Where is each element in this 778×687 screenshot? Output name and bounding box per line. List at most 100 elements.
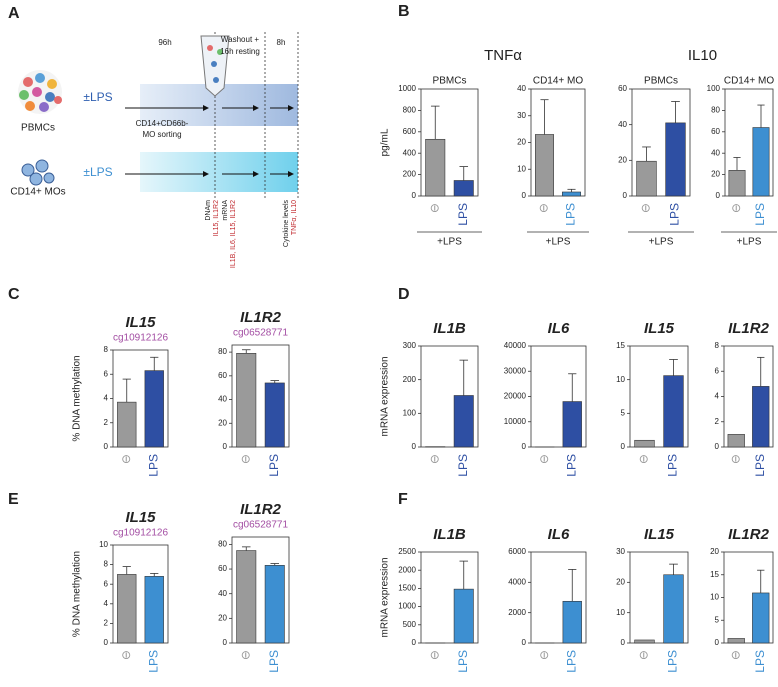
y-tick-label: 4000 bbox=[508, 577, 526, 586]
y-tick-label: 10000 bbox=[504, 417, 527, 426]
x-tick-label: ⊖ bbox=[238, 650, 252, 660]
cell bbox=[213, 77, 219, 83]
chart-title: IL15 bbox=[125, 509, 156, 526]
bar bbox=[562, 600, 582, 644]
y-tick-label: 500 bbox=[403, 620, 417, 629]
chart-title: IL15 bbox=[644, 320, 675, 337]
y-tick-label: 200 bbox=[403, 375, 417, 384]
y-tick-label: 10 bbox=[616, 375, 625, 384]
x-tick-label: LPS bbox=[267, 454, 281, 477]
diagram: 96h Washout + 16h resting 8h ±LPS PBMCs … bbox=[10, 32, 299, 268]
y-tick-label: 80 bbox=[218, 347, 227, 356]
y-tick-label: 100 bbox=[707, 84, 721, 93]
y-axis-label: % DNA methylation bbox=[72, 551, 83, 637]
x-tick-label: LPS bbox=[753, 650, 767, 673]
y-tick-label: 0 bbox=[716, 191, 721, 200]
chart-title: IL15 bbox=[644, 526, 675, 543]
y-tick-label: 60 bbox=[711, 127, 720, 136]
y-tick-label: 20 bbox=[710, 547, 719, 556]
bar bbox=[728, 170, 746, 197]
chart: 0 20 40 60 80 ⊖ LPS IL1R2 cg06528771 bbox=[218, 501, 290, 673]
y-tick-label: 10 bbox=[710, 593, 719, 602]
cell-label: PBMCs bbox=[21, 123, 55, 134]
y-tick-label: 2 bbox=[104, 418, 109, 427]
bar bbox=[665, 122, 686, 197]
y-axis-label: mRNA expression bbox=[380, 356, 391, 436]
chart-title: CD14+ MO bbox=[533, 76, 584, 87]
chart-title: IL1B bbox=[433, 320, 466, 337]
y-tick-label: 40 bbox=[517, 84, 526, 93]
bar bbox=[634, 639, 655, 644]
y-tick-label: 8 bbox=[715, 341, 720, 350]
y-tick-label: 20 bbox=[218, 418, 227, 427]
bar bbox=[663, 375, 684, 448]
chart-title: IL6 bbox=[548, 320, 570, 337]
y-tick-label: 6000 bbox=[508, 547, 526, 556]
chart-title: PBMCs bbox=[644, 76, 678, 87]
plot-frame bbox=[231, 536, 290, 644]
chart: 0 2 4 6 8 ⊖ LPS IL15 cg10912126 % DNA methylation bbox=[72, 314, 169, 477]
time-label: 96h bbox=[158, 38, 171, 47]
bar bbox=[117, 401, 137, 448]
plot-frame bbox=[629, 345, 689, 448]
x-tick-label: LPS bbox=[146, 454, 160, 477]
bar bbox=[264, 565, 285, 644]
y-tick-label: 0 bbox=[621, 442, 626, 451]
y-axis-label: % DNA methylation bbox=[72, 355, 83, 441]
y-tick-label: 300 bbox=[403, 341, 417, 350]
y-tick-label: 1500 bbox=[398, 584, 416, 593]
chart: 0 5 10 15 ⊖ LPS IL15 bbox=[616, 320, 689, 477]
y-tick-label: 0 bbox=[715, 442, 720, 451]
chart-subtitle: cg06528771 bbox=[233, 520, 288, 531]
treatment: ±LPS bbox=[83, 90, 112, 104]
x-tick-label: ⊖ bbox=[729, 203, 743, 213]
step-label: CD14+CD66b- bbox=[136, 119, 189, 128]
y-tick-label: 0 bbox=[412, 442, 417, 451]
bar bbox=[144, 576, 164, 644]
bar bbox=[453, 395, 474, 448]
x-tick-label: LPS bbox=[564, 650, 578, 673]
x-tick-label: LPS bbox=[666, 454, 680, 477]
targets: IL1B, IL6, IL15, IL1R2 bbox=[230, 200, 237, 268]
time-label: 8h bbox=[277, 38, 286, 47]
y-tick-label: 15 bbox=[710, 570, 719, 579]
bar bbox=[727, 434, 745, 448]
plot-frame bbox=[420, 88, 479, 197]
plot-frame bbox=[724, 88, 774, 197]
panel-label: D bbox=[398, 286, 410, 303]
assay: DNAm bbox=[205, 200, 212, 221]
x-tick-label: LPS bbox=[753, 454, 767, 477]
chart-title: CD14+ MO bbox=[724, 76, 775, 87]
panel-label: B bbox=[398, 3, 410, 20]
y-tick-label: 0 bbox=[104, 638, 109, 647]
x-tick-label: ⊖ bbox=[427, 454, 441, 464]
assay: mRNA bbox=[222, 200, 229, 221]
plot-frame bbox=[629, 551, 689, 644]
cell bbox=[207, 45, 213, 51]
y-tick-label: 40 bbox=[711, 148, 720, 157]
y-tick-label: 0 bbox=[412, 191, 417, 200]
chart: 0 200 400 600 800 1000 ⊖ LPS PBMCs pg/mL +LPS bbox=[380, 76, 482, 248]
bar bbox=[663, 574, 684, 644]
chart-title: IL1R2 bbox=[240, 501, 282, 518]
y-tick-label: 2000 bbox=[398, 565, 416, 574]
y-tick-label: 15 bbox=[616, 341, 625, 350]
y-tick-label: 0 bbox=[621, 638, 626, 647]
bar bbox=[727, 638, 745, 644]
chart: 0 2000 4000 6000 ⊖ LPS IL6 bbox=[508, 526, 587, 673]
y-tick-label: 400 bbox=[403, 148, 417, 157]
x-tick-label: LPS bbox=[456, 650, 470, 673]
x-tick-label: LPS bbox=[753, 203, 767, 226]
bar bbox=[425, 138, 446, 197]
x-tick-label: LPS bbox=[146, 650, 160, 673]
y-tick-label: 2000 bbox=[508, 608, 526, 617]
x-tick-label: ⊖ bbox=[119, 650, 133, 660]
y-tick-label: 4 bbox=[104, 599, 109, 608]
treatment: ±LPS bbox=[83, 165, 112, 179]
plot-frame bbox=[420, 345, 479, 448]
cell bbox=[211, 61, 217, 67]
chart-title: IL6 bbox=[548, 526, 570, 543]
chart: 0 100 200 300 ⊖ LPS IL1B mRNA expression bbox=[380, 320, 479, 477]
x-tick-label: ⊖ bbox=[427, 650, 441, 660]
y-tick-label: 0 bbox=[223, 442, 228, 451]
